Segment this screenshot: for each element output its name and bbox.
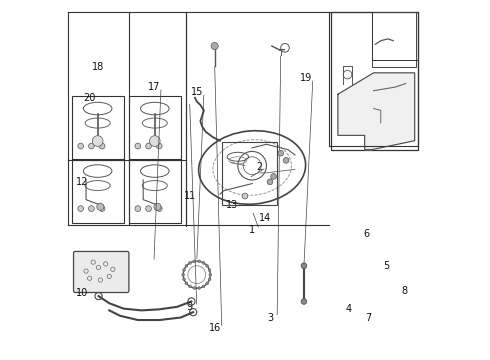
Circle shape bbox=[301, 298, 307, 304]
Text: 16: 16 bbox=[209, 323, 221, 333]
Circle shape bbox=[183, 269, 185, 271]
Text: 19: 19 bbox=[299, 73, 312, 83]
Bar bbox=[222, 143, 277, 205]
Circle shape bbox=[89, 143, 94, 149]
Circle shape bbox=[89, 206, 94, 211]
Circle shape bbox=[193, 260, 196, 263]
Circle shape bbox=[156, 143, 162, 149]
Circle shape bbox=[267, 179, 273, 185]
Text: 17: 17 bbox=[147, 82, 160, 92]
Text: 18: 18 bbox=[93, 63, 105, 72]
Bar bbox=[372, 12, 416, 67]
Circle shape bbox=[206, 265, 209, 267]
Bar bbox=[72, 158, 123, 223]
Circle shape bbox=[189, 285, 192, 288]
Circle shape bbox=[78, 206, 83, 211]
Circle shape bbox=[183, 278, 185, 281]
Text: 13: 13 bbox=[226, 200, 239, 210]
Text: 2: 2 bbox=[256, 162, 263, 172]
Circle shape bbox=[208, 269, 211, 271]
Circle shape bbox=[185, 265, 188, 267]
Circle shape bbox=[270, 174, 276, 179]
Circle shape bbox=[185, 282, 188, 285]
Text: 20: 20 bbox=[83, 93, 96, 103]
Circle shape bbox=[99, 206, 105, 211]
Circle shape bbox=[197, 287, 200, 289]
Circle shape bbox=[193, 287, 196, 289]
Circle shape bbox=[202, 285, 205, 288]
Circle shape bbox=[92, 136, 103, 147]
Circle shape bbox=[149, 136, 160, 147]
Text: 15: 15 bbox=[191, 87, 203, 98]
Circle shape bbox=[211, 42, 218, 50]
Circle shape bbox=[182, 273, 185, 276]
Circle shape bbox=[242, 193, 248, 199]
Circle shape bbox=[78, 143, 83, 149]
Text: 14: 14 bbox=[259, 212, 271, 222]
Text: 11: 11 bbox=[184, 191, 196, 201]
Circle shape bbox=[146, 206, 151, 211]
Circle shape bbox=[206, 282, 209, 285]
Text: 3: 3 bbox=[267, 312, 273, 323]
FancyBboxPatch shape bbox=[74, 251, 129, 293]
Text: 7: 7 bbox=[365, 312, 371, 323]
Bar bbox=[129, 96, 181, 160]
Circle shape bbox=[135, 143, 141, 149]
Bar bbox=[331, 12, 418, 150]
Text: 6: 6 bbox=[364, 229, 369, 239]
Circle shape bbox=[208, 278, 211, 281]
Circle shape bbox=[197, 260, 200, 263]
Text: 8: 8 bbox=[401, 286, 407, 296]
Circle shape bbox=[156, 206, 162, 211]
Bar bbox=[72, 96, 123, 160]
Text: 1: 1 bbox=[249, 225, 255, 235]
Text: 9: 9 bbox=[187, 302, 193, 312]
Text: 4: 4 bbox=[345, 303, 352, 314]
Circle shape bbox=[278, 150, 284, 156]
Circle shape bbox=[209, 273, 212, 276]
Bar bbox=[129, 158, 181, 223]
Text: 5: 5 bbox=[383, 261, 389, 271]
Circle shape bbox=[135, 206, 141, 211]
Circle shape bbox=[283, 157, 289, 163]
Circle shape bbox=[301, 263, 307, 269]
Circle shape bbox=[146, 143, 151, 149]
Circle shape bbox=[202, 261, 205, 264]
Polygon shape bbox=[338, 73, 415, 150]
Circle shape bbox=[99, 143, 105, 149]
Text: 12: 12 bbox=[76, 177, 89, 187]
Circle shape bbox=[154, 203, 161, 210]
Text: 10: 10 bbox=[76, 288, 89, 297]
Circle shape bbox=[97, 203, 104, 210]
Circle shape bbox=[189, 261, 192, 264]
